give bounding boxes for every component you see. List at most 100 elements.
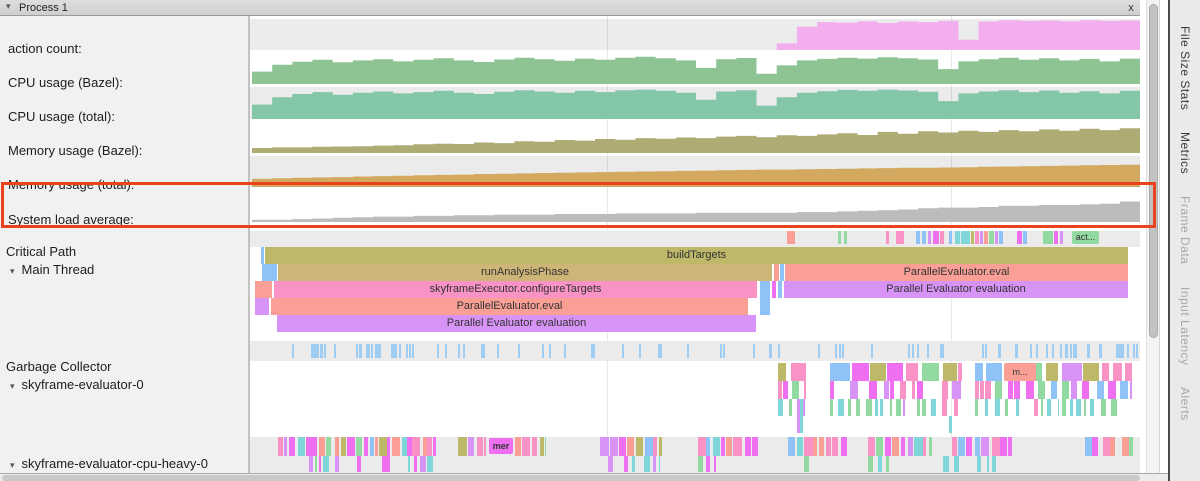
cpu-heavy-slice[interactable] [713,437,720,456]
evaluator0-slice[interactable] [1125,363,1132,381]
evaluator0-slice[interactable] [1014,381,1020,399]
gc-tick[interactable] [927,344,929,358]
cpu-heavy-slice[interactable] [659,437,662,456]
gc-tick[interactable] [769,344,771,358]
evaluator0-slice[interactable] [1041,399,1043,416]
gc-tick[interactable] [1065,344,1067,358]
cpu-heavy-slice[interactable] [721,437,725,456]
evaluator0-slice[interactable] [789,399,792,416]
gc-tick[interactable] [985,344,987,358]
cpu-heavy-slice[interactable] [698,437,706,456]
critical-path-segment[interactable] [844,231,847,244]
gc-tick[interactable] [720,344,722,358]
cpu-heavy-slice[interactable] [540,437,544,456]
gc-tick[interactable] [483,344,485,358]
cpu-heavy-slice[interactable] [319,456,321,472]
cpu-heavy-slice[interactable] [323,456,329,472]
evaluator0-slice[interactable] [931,399,936,416]
cpu-heavy-slice[interactable] [385,456,390,472]
cpu-heavy-slice[interactable] [624,456,628,472]
cpu-heavy-slice[interactable] [289,437,295,456]
gc-tick[interactable] [835,344,837,358]
gc-tick[interactable] [314,344,316,358]
evaluator0-slice[interactable] [792,381,799,399]
cpu-heavy-slice[interactable] [347,437,355,456]
gc-tick[interactable] [1120,344,1122,358]
gc-tick[interactable] [1060,344,1062,358]
area-chart-1[interactable] [252,53,1140,84]
evaluator0-slice[interactable] [800,399,803,433]
cpu-heavy-slice[interactable] [929,437,932,456]
flame-bar[interactable]: skyframeExecutor.configureTargets [274,281,757,298]
gc-tick[interactable] [518,344,520,358]
critical-path-segment[interactable] [916,231,920,244]
cpu-heavy-slice[interactable] [987,456,989,472]
evaluator0-slice[interactable] [975,399,978,416]
tab-frame-data[interactable]: Frame Data [1178,196,1192,265]
cpu-heavy-slice[interactable] [387,437,390,456]
gc-tick[interactable] [542,344,544,358]
evaluator0-slice[interactable] [922,399,926,416]
critical-path-segment[interactable] [999,231,1003,244]
critical-path-segment[interactable] [975,231,979,244]
gc-tick[interactable] [1070,344,1072,358]
area-chart-2[interactable] [252,87,1140,119]
cpu-heavy-slice[interactable] [309,456,313,472]
area-chart-5[interactable] [252,190,1140,222]
vertical-scrollbar-thumb[interactable] [1149,4,1158,338]
cpu-heavy-slice[interactable] [733,437,742,456]
gc-tick[interactable] [366,344,368,358]
gc-tick[interactable] [999,344,1001,358]
evaluator0-slice[interactable] [783,381,788,399]
gc-tick[interactable] [458,344,460,358]
cpu-heavy-slice[interactable] [335,437,339,456]
cpu-heavy-slice[interactable] [315,456,317,472]
tab-input-latency[interactable]: Input Latency [1178,286,1192,366]
evaluator0-slice[interactable] [1005,399,1008,416]
flame-bar[interactable] [774,264,779,281]
gc-tick[interactable] [356,344,358,358]
cpu-heavy-slice[interactable] [804,456,809,472]
cpu-heavy-slice[interactable] [901,437,905,456]
cpu-heavy-slice[interactable] [745,437,751,456]
evaluator0-slice[interactable] [890,381,894,399]
evaluator0-slice[interactable] [884,381,889,399]
cpu-heavy-slice[interactable] [1085,437,1092,456]
gc-tick[interactable] [360,344,362,358]
evaluator0-slice[interactable] [1102,363,1109,381]
cpu-heavy-slice[interactable] [522,437,530,456]
horizontal-scrollbar-thumb[interactable] [2,475,1140,481]
evaluator0-slice[interactable] [1090,399,1094,416]
flame-bar[interactable] [772,281,776,298]
evaluator0-slice[interactable] [912,381,915,399]
gc-tick[interactable] [497,344,499,358]
collapse-arrow-icon[interactable]: ▾ [10,266,15,276]
area-chart-3[interactable] [252,122,1140,153]
cpu-heavy-slice[interactable] [841,437,847,456]
cpu-heavy-slice[interactable] [885,437,891,456]
critical-path-segment[interactable] [940,231,944,244]
critical-path-segment[interactable] [933,231,939,244]
gc-tick[interactable] [463,344,465,358]
gc-tick[interactable] [1136,344,1138,358]
flame-bar[interactable] [262,264,277,281]
cpu-heavy-slice[interactable] [952,437,957,456]
flame-bar[interactable] [760,281,770,298]
cpu-heavy-slice[interactable] [1129,437,1133,456]
cpu-heavy-slice[interactable] [458,437,467,456]
critical-path-segment[interactable] [1060,231,1063,244]
cpu-heavy-slice[interactable] [726,437,732,456]
tab-metrics[interactable]: Metrics [1178,132,1192,175]
cpu-heavy-slice[interactable] [619,437,626,456]
critical-path-segment[interactable] [971,231,974,244]
gc-tick[interactable] [412,344,414,358]
cpu-heavy-slice[interactable] [892,437,899,456]
evaluator0-slice[interactable] [838,399,844,416]
evaluator0-slice[interactable] [830,399,833,416]
cpu-heavy-slice[interactable] [1000,437,1007,456]
cpu-heavy-slice[interactable] [752,437,758,456]
evaluator0-slice[interactable] [830,381,834,399]
cpu-heavy-slice[interactable] [975,437,980,456]
cpu-heavy-slice[interactable] [886,456,889,472]
critical-path-segment[interactable] [995,231,998,244]
